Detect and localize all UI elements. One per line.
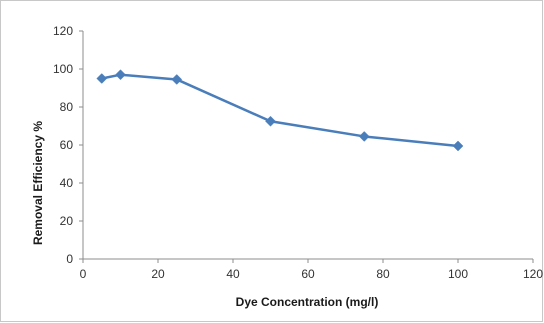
data-point bbox=[452, 140, 464, 152]
x-tick-label: 60 bbox=[301, 267, 315, 281]
x-tick-label: 0 bbox=[80, 267, 87, 281]
y-tick-label: 80 bbox=[60, 100, 74, 114]
x-tick-label: 100 bbox=[448, 267, 468, 281]
data-point bbox=[265, 115, 276, 127]
y-tick-label: 100 bbox=[53, 62, 73, 76]
data-point bbox=[171, 74, 183, 85]
y-tick-label: 40 bbox=[60, 176, 74, 190]
y-tick-label: 120 bbox=[53, 24, 73, 38]
y-tick-label: 60 bbox=[60, 138, 74, 152]
x-axis-title: Dye Concentration (mg/l) bbox=[236, 295, 379, 309]
series-line bbox=[101, 73, 459, 148]
x-tick-label: 20 bbox=[151, 267, 165, 281]
y-axis-title: Removal Efficiency % bbox=[31, 121, 45, 245]
data-point bbox=[115, 69, 126, 81]
data-point bbox=[96, 73, 108, 84]
x-tick-label: 80 bbox=[376, 267, 390, 281]
data-point bbox=[358, 131, 370, 142]
x-tick-label: 120 bbox=[523, 267, 543, 281]
y-tick-label: 0 bbox=[66, 252, 73, 266]
x-tick-label: 40 bbox=[226, 267, 240, 281]
y-tick-label: 20 bbox=[60, 214, 74, 228]
